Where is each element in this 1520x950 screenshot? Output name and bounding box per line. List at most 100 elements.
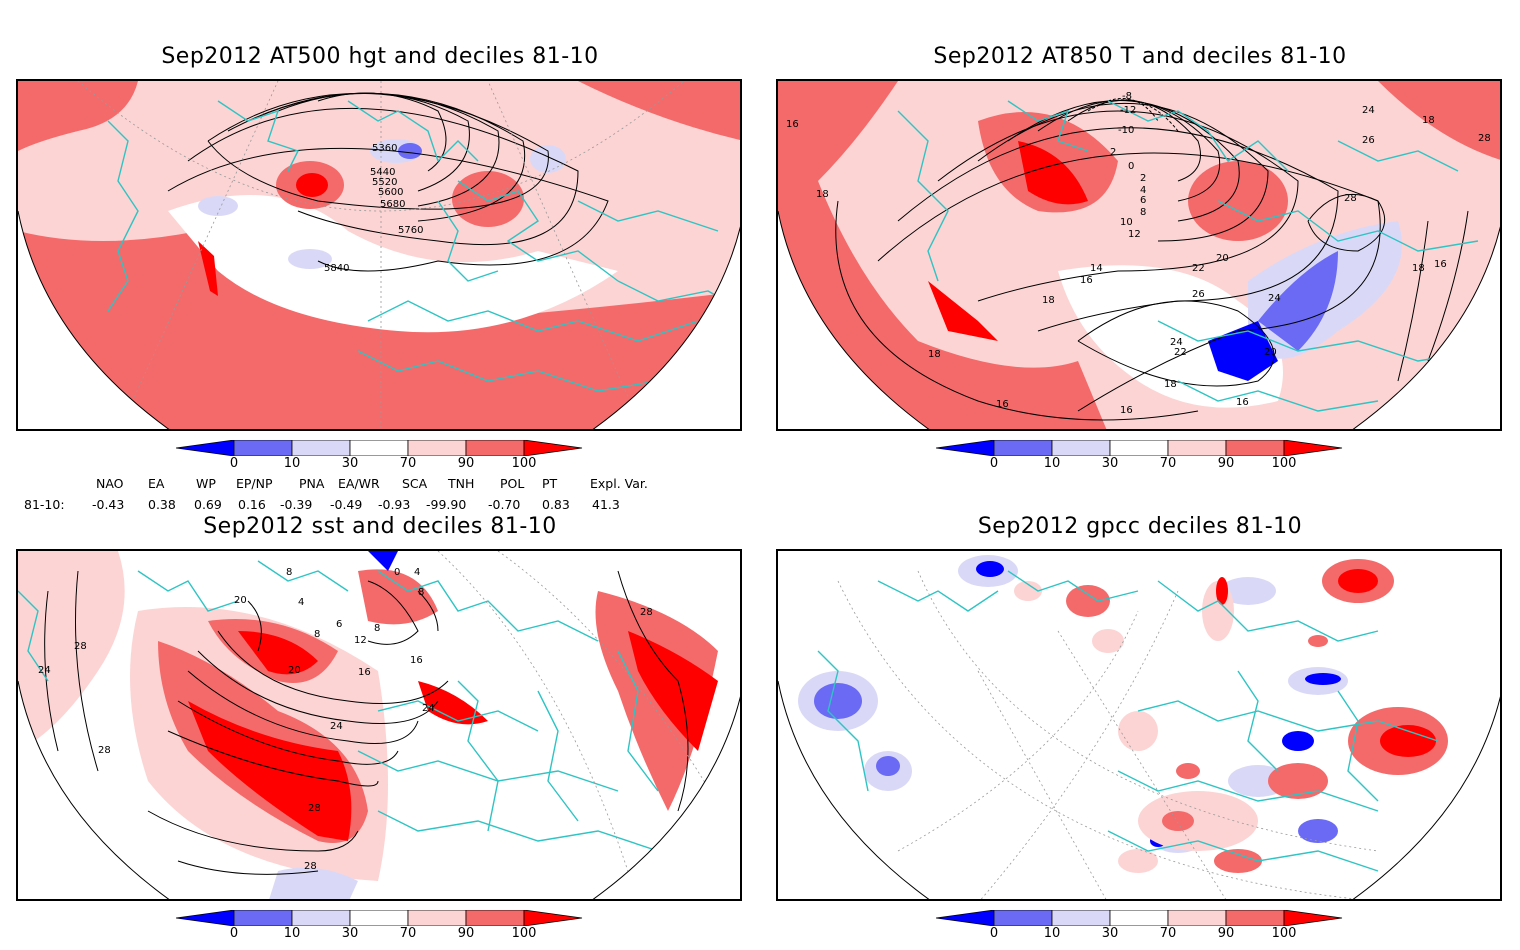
index-value-eawr: -0.49	[330, 497, 363, 512]
contour-label: 24	[422, 703, 435, 714]
cbar-70-90	[1167, 439, 1227, 457]
colorbar-sst: 0 10 30 70 90 100	[175, 909, 596, 950]
cbar-70-90	[407, 439, 467, 457]
cbar-30-70-low	[291, 909, 351, 927]
cbar-below-10	[935, 909, 995, 927]
contour-label: 16	[786, 119, 799, 130]
contour-label: -10	[1118, 125, 1134, 136]
temperature-contours	[835, 98, 1469, 421]
cbar-10-30	[233, 439, 293, 457]
contour-label: -8	[1122, 91, 1132, 102]
cbar-above-100	[523, 909, 583, 927]
decile-10-30-area	[268, 867, 358, 899]
contour-label: 10	[1120, 217, 1133, 228]
cbar-tick: 0	[989, 456, 999, 471]
contour-label: 28	[1478, 133, 1491, 144]
contour-label: 12	[1128, 229, 1141, 240]
precip-red-areas	[1014, 559, 1448, 873]
contour-label: 24	[1268, 293, 1281, 304]
contour-label: 2	[1110, 147, 1116, 158]
contour-label: 22	[1174, 347, 1187, 358]
contour-label: 6	[336, 619, 342, 630]
colorbar-strip	[175, 439, 583, 457]
contour-label: 4	[414, 567, 420, 578]
decile-above-100-area	[238, 631, 318, 675]
contour-label: 8	[418, 587, 424, 598]
index-header-epnp: EP/NP	[236, 476, 273, 491]
index-header-nao: NAO	[96, 476, 124, 491]
contour-label: 18	[1412, 263, 1425, 274]
index-value-pt: 0.83	[542, 497, 570, 512]
contour-label: 0	[1128, 161, 1134, 172]
decile-90-100-area	[578, 81, 740, 141]
contour-label: 0	[394, 567, 400, 578]
cbar-tick: 90	[457, 926, 475, 941]
cbar-10-30	[233, 909, 293, 927]
index-header-wp: WP	[196, 476, 216, 491]
decile-above-100-area	[628, 631, 718, 751]
cbar-tick: 30	[341, 456, 359, 471]
index-value-nao: -0.43	[92, 497, 125, 512]
coastlines	[897, 100, 1479, 412]
index-header-eawr: EA/WR	[338, 476, 380, 491]
cbar-above-100	[1283, 439, 1343, 457]
cbar-neutral	[349, 909, 409, 927]
colorbar-t850: 0 10 30 70 90 100	[935, 439, 1356, 480]
contour-label: 24	[1362, 105, 1375, 116]
index-value-ea: 0.38	[148, 497, 176, 512]
decile-90-100-area	[358, 569, 438, 625]
index-value-pna: -0.39	[280, 497, 313, 512]
map-panel-hgt500: 5360 5440 5520 5600 5680 5760 5840	[16, 79, 742, 431]
index-value-sca: -0.93	[378, 497, 411, 512]
contour-label: 16	[410, 655, 423, 666]
decile-90-100-area	[18, 81, 138, 151]
contour-label: 5680	[380, 199, 405, 210]
contour-label: 16	[1080, 275, 1093, 286]
map-t850-svg: -8 -12 -10 2 0 2 4 6 8 10 12 14 16 18 18…	[778, 81, 1500, 429]
cbar-neutral	[1109, 909, 1169, 927]
decile-below-10-area	[368, 551, 398, 571]
panel-title-gpcc: Sep2012 gpcc deciles 81-10	[977, 514, 1303, 539]
index-value-pol: -0.70	[488, 497, 521, 512]
cbar-tick: 10	[283, 926, 301, 941]
map-gpcc-svg	[778, 551, 1500, 899]
contour-label: 6	[1140, 195, 1146, 206]
decile-above-100-area	[418, 681, 488, 725]
contour-label: 18	[816, 189, 829, 200]
cbar-90-100	[465, 909, 525, 927]
cbar-tick: 70	[1159, 926, 1177, 941]
index-row-label: 81-10:	[24, 497, 65, 512]
decile-above-100-area	[1018, 141, 1088, 205]
decile-90-100-area	[778, 81, 1108, 429]
contour-label: 5760	[398, 225, 423, 236]
neutral-area	[168, 195, 618, 333]
contour-label: 16	[1434, 259, 1447, 270]
index-header-ea: EA	[148, 476, 165, 491]
decile-above-100-area	[188, 701, 352, 841]
contour-label: 28	[640, 607, 653, 618]
graticule	[77, 81, 685, 429]
map-panel-gpcc	[776, 549, 1502, 901]
contour-label: 20	[1216, 253, 1229, 264]
map-panel-sst: 28 24 28 20 8 4 6 8 8 16 16 12 20 24 24 …	[16, 549, 742, 901]
index-value-epnp: 0.16	[238, 497, 266, 512]
index-value-tnh: -99.90	[426, 497, 467, 512]
cbar-above-100	[1283, 909, 1343, 927]
cbar-neutral	[349, 439, 409, 457]
cbar-above-100	[523, 439, 583, 457]
contour-label: 5440	[370, 167, 395, 178]
map-hgt500-svg: 5360 5440 5520 5600 5680 5760 5840	[18, 81, 740, 429]
contour-label: 18	[928, 349, 941, 360]
cbar-tick: 30	[1101, 926, 1119, 941]
decile-90-100-area	[1188, 161, 1288, 241]
contour-label: 16	[1120, 405, 1133, 416]
colorbar-gpcc: 0 10 30 70 90 100	[935, 909, 1356, 950]
panel-title-sst: Sep2012 sst and deciles 81-10	[203, 514, 557, 539]
index-header-pol: POL	[500, 476, 525, 491]
cbar-30-70-low	[291, 439, 351, 457]
decile-90-100-area	[452, 171, 524, 227]
precip-blue-areas	[798, 555, 1348, 853]
sst-contours	[44, 570, 689, 875]
index-header-sca: SCA	[402, 476, 428, 491]
contour-label: 20	[288, 665, 301, 676]
